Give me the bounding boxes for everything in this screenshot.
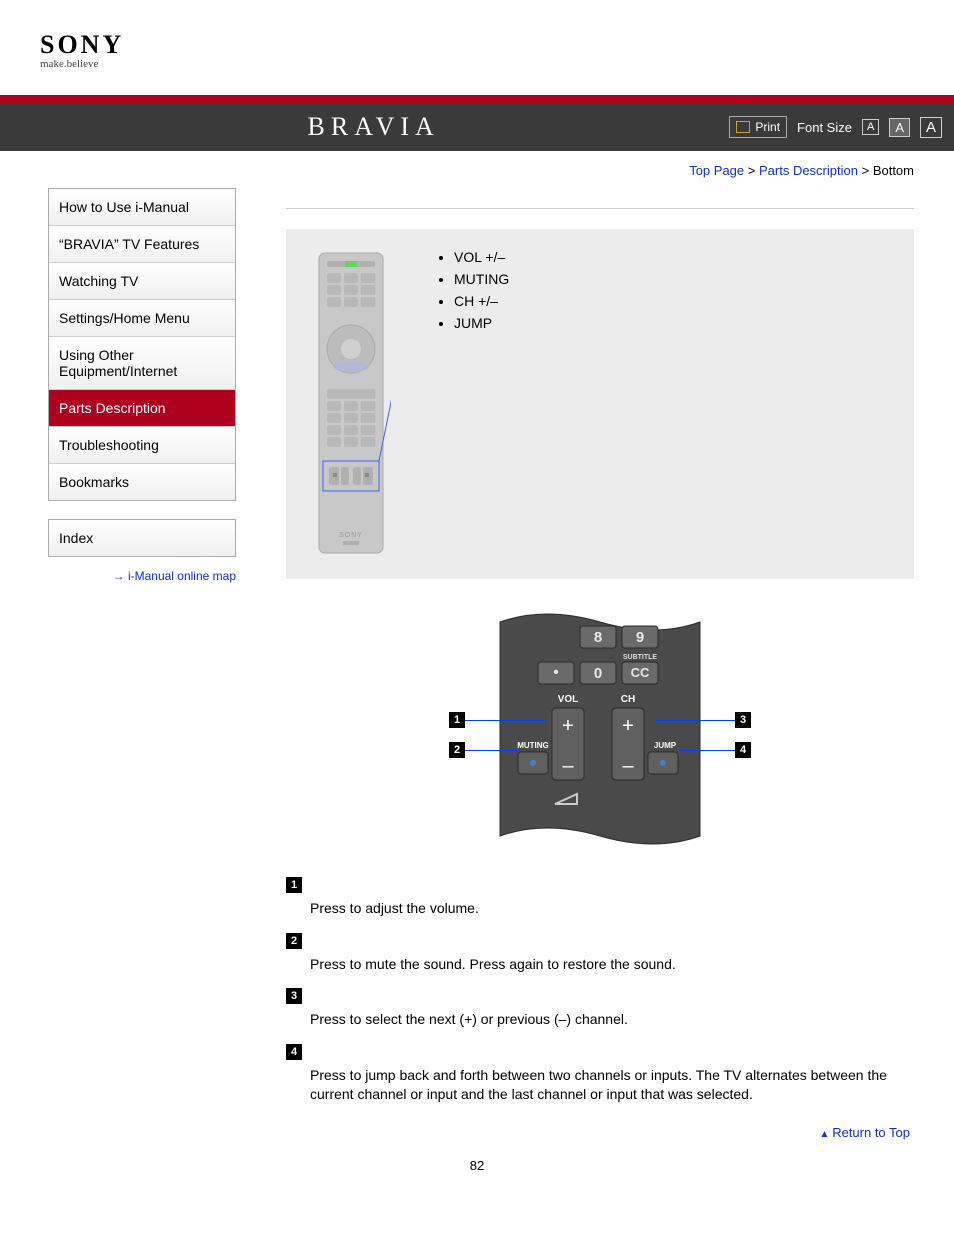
- callout-2: 2: [449, 742, 465, 758]
- bravia-title: BRAVIA: [308, 112, 440, 142]
- font-size-label: Font Size: [797, 120, 852, 135]
- nav-watching-tv[interactable]: Watching TV: [49, 263, 235, 300]
- svg-text:MUTING: MUTING: [517, 741, 549, 750]
- callout-4: 4: [735, 742, 751, 758]
- font-size-medium[interactable]: A: [889, 118, 910, 137]
- svg-text:•: •: [553, 664, 558, 681]
- svg-text:+: +: [622, 715, 634, 737]
- imanual-map-link[interactable]: i-Manual online map: [48, 569, 236, 583]
- callout-3: 3: [735, 712, 751, 728]
- svg-text:8: 8: [594, 629, 602, 646]
- page-number: 82: [0, 1140, 954, 1203]
- nav-troubleshooting[interactable]: Troubleshooting: [49, 427, 235, 464]
- divider: [286, 208, 914, 209]
- desc-num-1: 1: [286, 877, 302, 893]
- logo-tagline: make.believe: [40, 58, 914, 70]
- svg-text:+: +: [562, 715, 574, 737]
- nav-bravia-features[interactable]: “BRAVIA” TV Features: [49, 226, 235, 263]
- logo-brand: SONY: [40, 30, 914, 60]
- svg-text:JUMP: JUMP: [654, 741, 677, 750]
- main-content: SONY VOL +/– MUTING CH +/– JUMP 1 2 3 4: [286, 188, 914, 1140]
- svg-text:SUBTITLE: SUBTITLE: [623, 654, 658, 661]
- nav-other-equipment[interactable]: Using Other Equipment/Internet: [49, 337, 235, 390]
- svg-text:–: –: [622, 755, 634, 777]
- banner: BRAVIA Print Font Size A A A: [0, 103, 954, 151]
- desc-text-4: Press to jump back and forth between two…: [310, 1066, 914, 1105]
- nav-parts-description[interactable]: Parts Description: [49, 390, 235, 427]
- breadcrumb: Top Page > Parts Description > Bottom: [0, 151, 954, 178]
- remote-closeup: 1 2 3 4 8 9 SUBT: [455, 604, 745, 857]
- desc-num-3: 3: [286, 988, 302, 1004]
- feature-bullets: VOL +/– MUTING CH +/– JUMP: [436, 249, 509, 559]
- font-size-large[interactable]: A: [920, 117, 942, 138]
- breadcrumb-current: Bottom: [873, 163, 914, 178]
- font-size-small[interactable]: A: [862, 119, 879, 135]
- sidebar: How to Use i-Manual “BRAVIA” TV Features…: [48, 188, 236, 1140]
- nav-settings[interactable]: Settings/Home Menu: [49, 300, 235, 337]
- nav-how-to-use[interactable]: How to Use i-Manual: [49, 189, 235, 226]
- breadcrumb-top[interactable]: Top Page: [689, 163, 744, 178]
- desc-text-1: Press to adjust the volume.: [310, 899, 914, 919]
- bullet-ch: CH +/–: [454, 293, 509, 309]
- breadcrumb-sep: >: [862, 163, 870, 178]
- bullet-jump: JUMP: [454, 315, 509, 331]
- bullet-muting: MUTING: [454, 271, 509, 287]
- callout-1: 1: [449, 712, 465, 728]
- breadcrumb-sep: >: [748, 163, 756, 178]
- svg-text:9: 9: [636, 629, 644, 646]
- desc-num-2: 2: [286, 933, 302, 949]
- print-label: Print: [755, 120, 780, 134]
- print-button[interactable]: Print: [729, 116, 787, 138]
- sony-logo: SONY make.believe: [40, 30, 914, 70]
- breadcrumb-parts[interactable]: Parts Description: [759, 163, 858, 178]
- remote-closeup-icon: 8 9 SUBTITLE • 0 CC VOL CH MUTIN: [455, 604, 745, 854]
- overview-panel: SONY VOL +/– MUTING CH +/– JUMP: [286, 229, 914, 579]
- svg-text:0: 0: [594, 665, 602, 682]
- desc-text-2: Press to mute the sound. Press again to …: [310, 955, 914, 975]
- nav-index[interactable]: Index: [48, 519, 236, 557]
- nav-menu: How to Use i-Manual “BRAVIA” TV Features…: [48, 188, 236, 501]
- desc-num-4: 4: [286, 1044, 302, 1060]
- svg-text:SONY: SONY: [339, 532, 363, 539]
- return-to-top-link[interactable]: Return to Top: [286, 1125, 914, 1140]
- print-icon: [736, 121, 750, 133]
- desc-text-3: Press to select the next (+) or previous…: [310, 1010, 914, 1030]
- accent-bar: [0, 95, 954, 103]
- svg-text:CC: CC: [631, 665, 650, 680]
- remote-overview-icon: SONY: [311, 249, 391, 559]
- svg-text:CH: CH: [621, 694, 635, 705]
- nav-bookmarks[interactable]: Bookmarks: [49, 464, 235, 500]
- description-list: 1 Press to adjust the volume. 2 Press to…: [286, 877, 914, 1105]
- svg-text:VOL: VOL: [558, 694, 579, 705]
- bullet-vol: VOL +/–: [454, 249, 509, 265]
- svg-text:–: –: [562, 755, 574, 777]
